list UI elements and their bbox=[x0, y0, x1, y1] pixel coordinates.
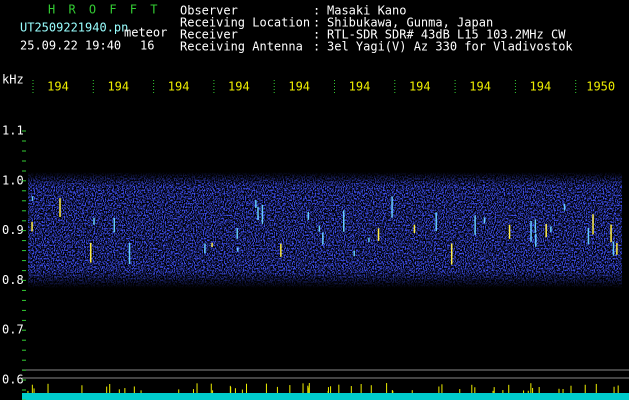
count: 16 bbox=[140, 39, 154, 53]
info-separator: : bbox=[313, 4, 320, 18]
info-label: Observer bbox=[180, 4, 238, 18]
info-label: Receiving Antenna bbox=[180, 40, 303, 54]
x-tick-label: 194 bbox=[168, 80, 190, 94]
info-label: Receiver bbox=[180, 28, 238, 42]
x-tick-label: 194 bbox=[349, 80, 371, 94]
info-value: Shibukawa, Gunma, Japan bbox=[327, 16, 493, 30]
mode: meteor bbox=[124, 26, 167, 40]
x-tick-label: 1950 bbox=[586, 80, 615, 94]
y-tick-label: 0.6 bbox=[2, 373, 24, 387]
info-value: RTL-SDR SDR# 43dB L15 103.2MHz CW bbox=[327, 28, 566, 42]
app-title: H R O F F T bbox=[48, 3, 160, 17]
info-separator: : bbox=[313, 40, 320, 54]
noise bbox=[28, 172, 622, 288]
spectrogram bbox=[28, 172, 622, 288]
info-separator: : bbox=[313, 16, 320, 30]
x-tick-label: 194 bbox=[409, 80, 431, 94]
y-tick-label: 0.8 bbox=[2, 273, 24, 287]
info-value: 3el Yagi(V) Az 330 for Vladivostok bbox=[327, 40, 573, 54]
x-tick-label: 194 bbox=[469, 80, 491, 94]
x-tick-label: 194 bbox=[530, 80, 552, 94]
signal-level bbox=[22, 393, 629, 400]
y-tick-label: 0.7 bbox=[2, 323, 24, 337]
info-value: Masaki Kano bbox=[327, 4, 406, 18]
file-name: UT2509221940.pn bbox=[20, 21, 128, 35]
y-tick-label: 1.1 bbox=[2, 124, 24, 138]
info-label: Receiving Location bbox=[180, 16, 310, 30]
info-separator: : bbox=[313, 28, 320, 42]
x-tick-label: 194 bbox=[47, 80, 69, 94]
y-tick-label: 1.0 bbox=[2, 173, 24, 187]
x-tick-label: 194 bbox=[228, 80, 250, 94]
x-tick-label: 194 bbox=[288, 80, 310, 94]
y-tick-label: 0.9 bbox=[2, 223, 24, 237]
y-unit: kHz bbox=[2, 73, 24, 87]
x-tick-label: 194 bbox=[107, 80, 129, 94]
datetime: 25.09.22 19:40 bbox=[20, 39, 121, 53]
